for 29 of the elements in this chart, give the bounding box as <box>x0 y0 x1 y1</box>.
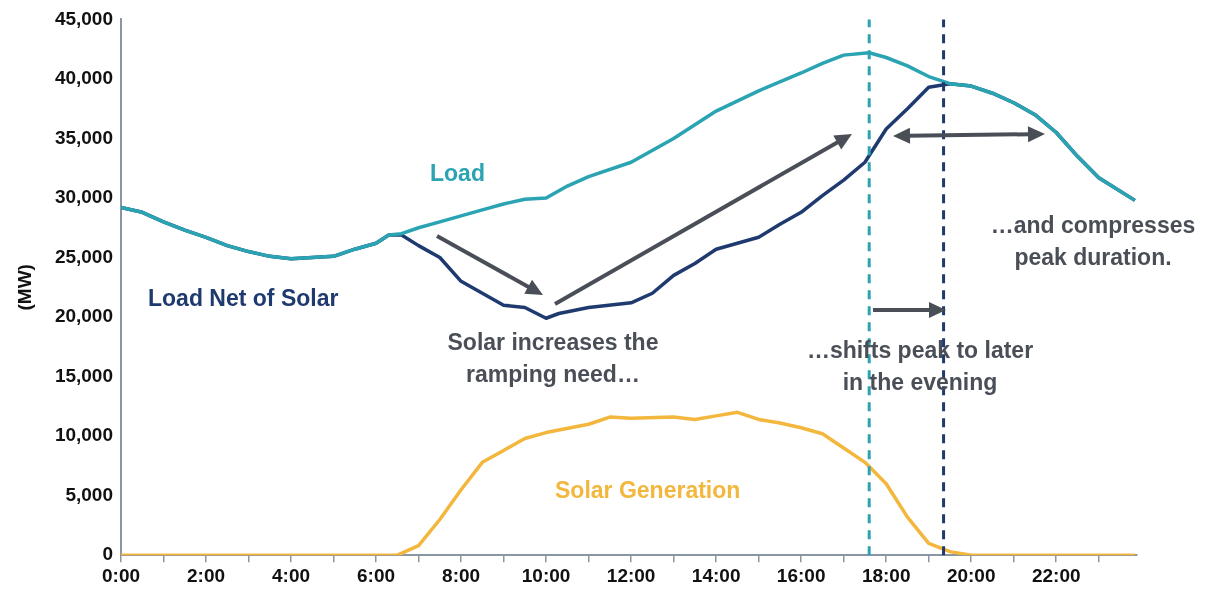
x-tick-label: 16:00 <box>776 564 826 586</box>
series-label: Load Net of Solar <box>148 285 339 312</box>
y-tick-label: 20,000 <box>54 305 113 327</box>
annotation: Solar increases the ramping need… <box>446 328 660 389</box>
y-tick-label: 5,000 <box>65 483 113 505</box>
y-tick-label: 25,000 <box>54 245 113 267</box>
x-tick-label: 14:00 <box>691 564 741 586</box>
y-tick-label: 10,000 <box>54 424 113 446</box>
y-tick-label: 45,000 <box>54 7 113 29</box>
annotation: …and compresses peak duration. <box>989 211 1197 272</box>
x-tick-label: 8:00 <box>442 564 481 586</box>
x-tick-label: 0:00 <box>101 564 141 586</box>
x-tick-label: 22:00 <box>1031 564 1081 586</box>
x-tick-label: 2:00 <box>187 564 226 586</box>
y-tick-label: 40,000 <box>54 67 113 89</box>
x-tick-label: 10:00 <box>521 564 571 586</box>
y-tick-label: 30,000 <box>54 186 113 208</box>
series-label: Solar Generation <box>555 477 741 504</box>
y-tick-label: 15,000 <box>54 364 113 386</box>
x-tick-label: 20:00 <box>946 564 996 586</box>
y-axis-title: (MW) <box>13 264 35 311</box>
x-tick-label: 12:00 <box>606 564 656 586</box>
x-tick-label: 4:00 <box>272 564 311 586</box>
x-tick-label: 6:00 <box>357 564 396 586</box>
y-tick-label: 0 <box>102 543 113 565</box>
series-label: Load <box>430 160 485 187</box>
annotation: …shifts peak to later in the evening <box>805 336 1035 397</box>
x-tick-label: 18:00 <box>861 564 911 586</box>
y-tick-label: 35,000 <box>54 126 113 148</box>
